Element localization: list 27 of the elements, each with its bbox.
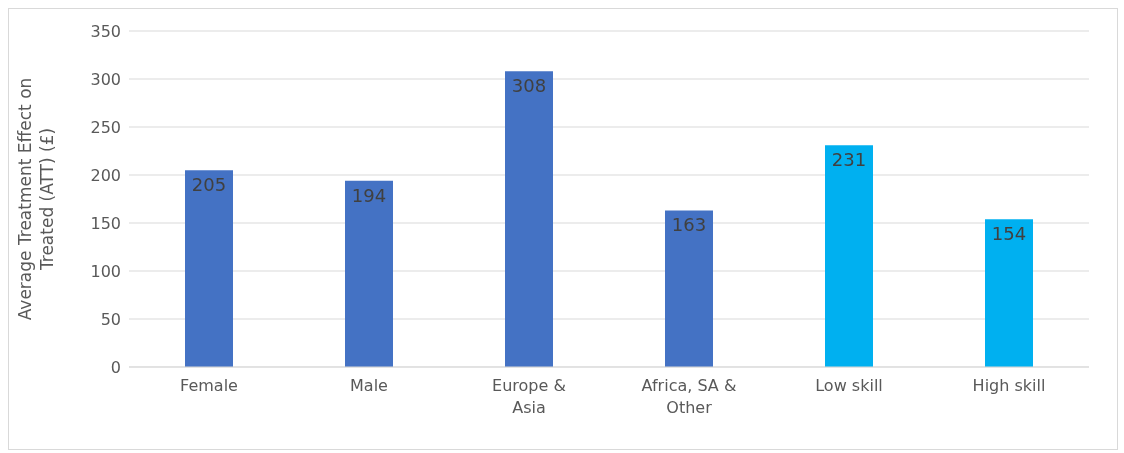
y-tick-label: 200 <box>90 165 121 185</box>
data-label: 194 <box>351 184 387 206</box>
y-tick-label: 0 <box>110 357 121 377</box>
y-tick-label: 350 <box>90 21 121 41</box>
data-label: 308 <box>511 75 547 97</box>
bar <box>665 210 713 367</box>
y-tick-label: 50 <box>100 309 121 329</box>
bar <box>825 145 873 367</box>
data-label: 154 <box>991 222 1027 244</box>
bar <box>185 170 233 367</box>
y-tick-label: 150 <box>90 213 121 233</box>
x-tick-label: Female <box>180 376 238 395</box>
bar <box>345 180 393 367</box>
x-tick-label: Low skill <box>815 376 883 395</box>
y-tick-label: 250 <box>90 117 121 137</box>
data-label: 163 <box>671 214 707 236</box>
bar <box>985 219 1033 367</box>
bar <box>505 71 553 367</box>
y-tick-label: 300 <box>90 69 121 89</box>
data-label: 205 <box>191 173 227 195</box>
y-tick-label: 100 <box>90 261 121 281</box>
y-axis-title: Average Treatment Effect on Treated (ATT) (£) <box>15 77 57 321</box>
data-label: 231 <box>831 149 867 171</box>
x-tick-label: Africa, SA & Other <box>641 376 737 417</box>
x-tick-label: High skill <box>972 376 1046 395</box>
x-tick-label: Male <box>350 376 388 395</box>
x-tick-label: Europe & Asia <box>492 376 566 417</box>
